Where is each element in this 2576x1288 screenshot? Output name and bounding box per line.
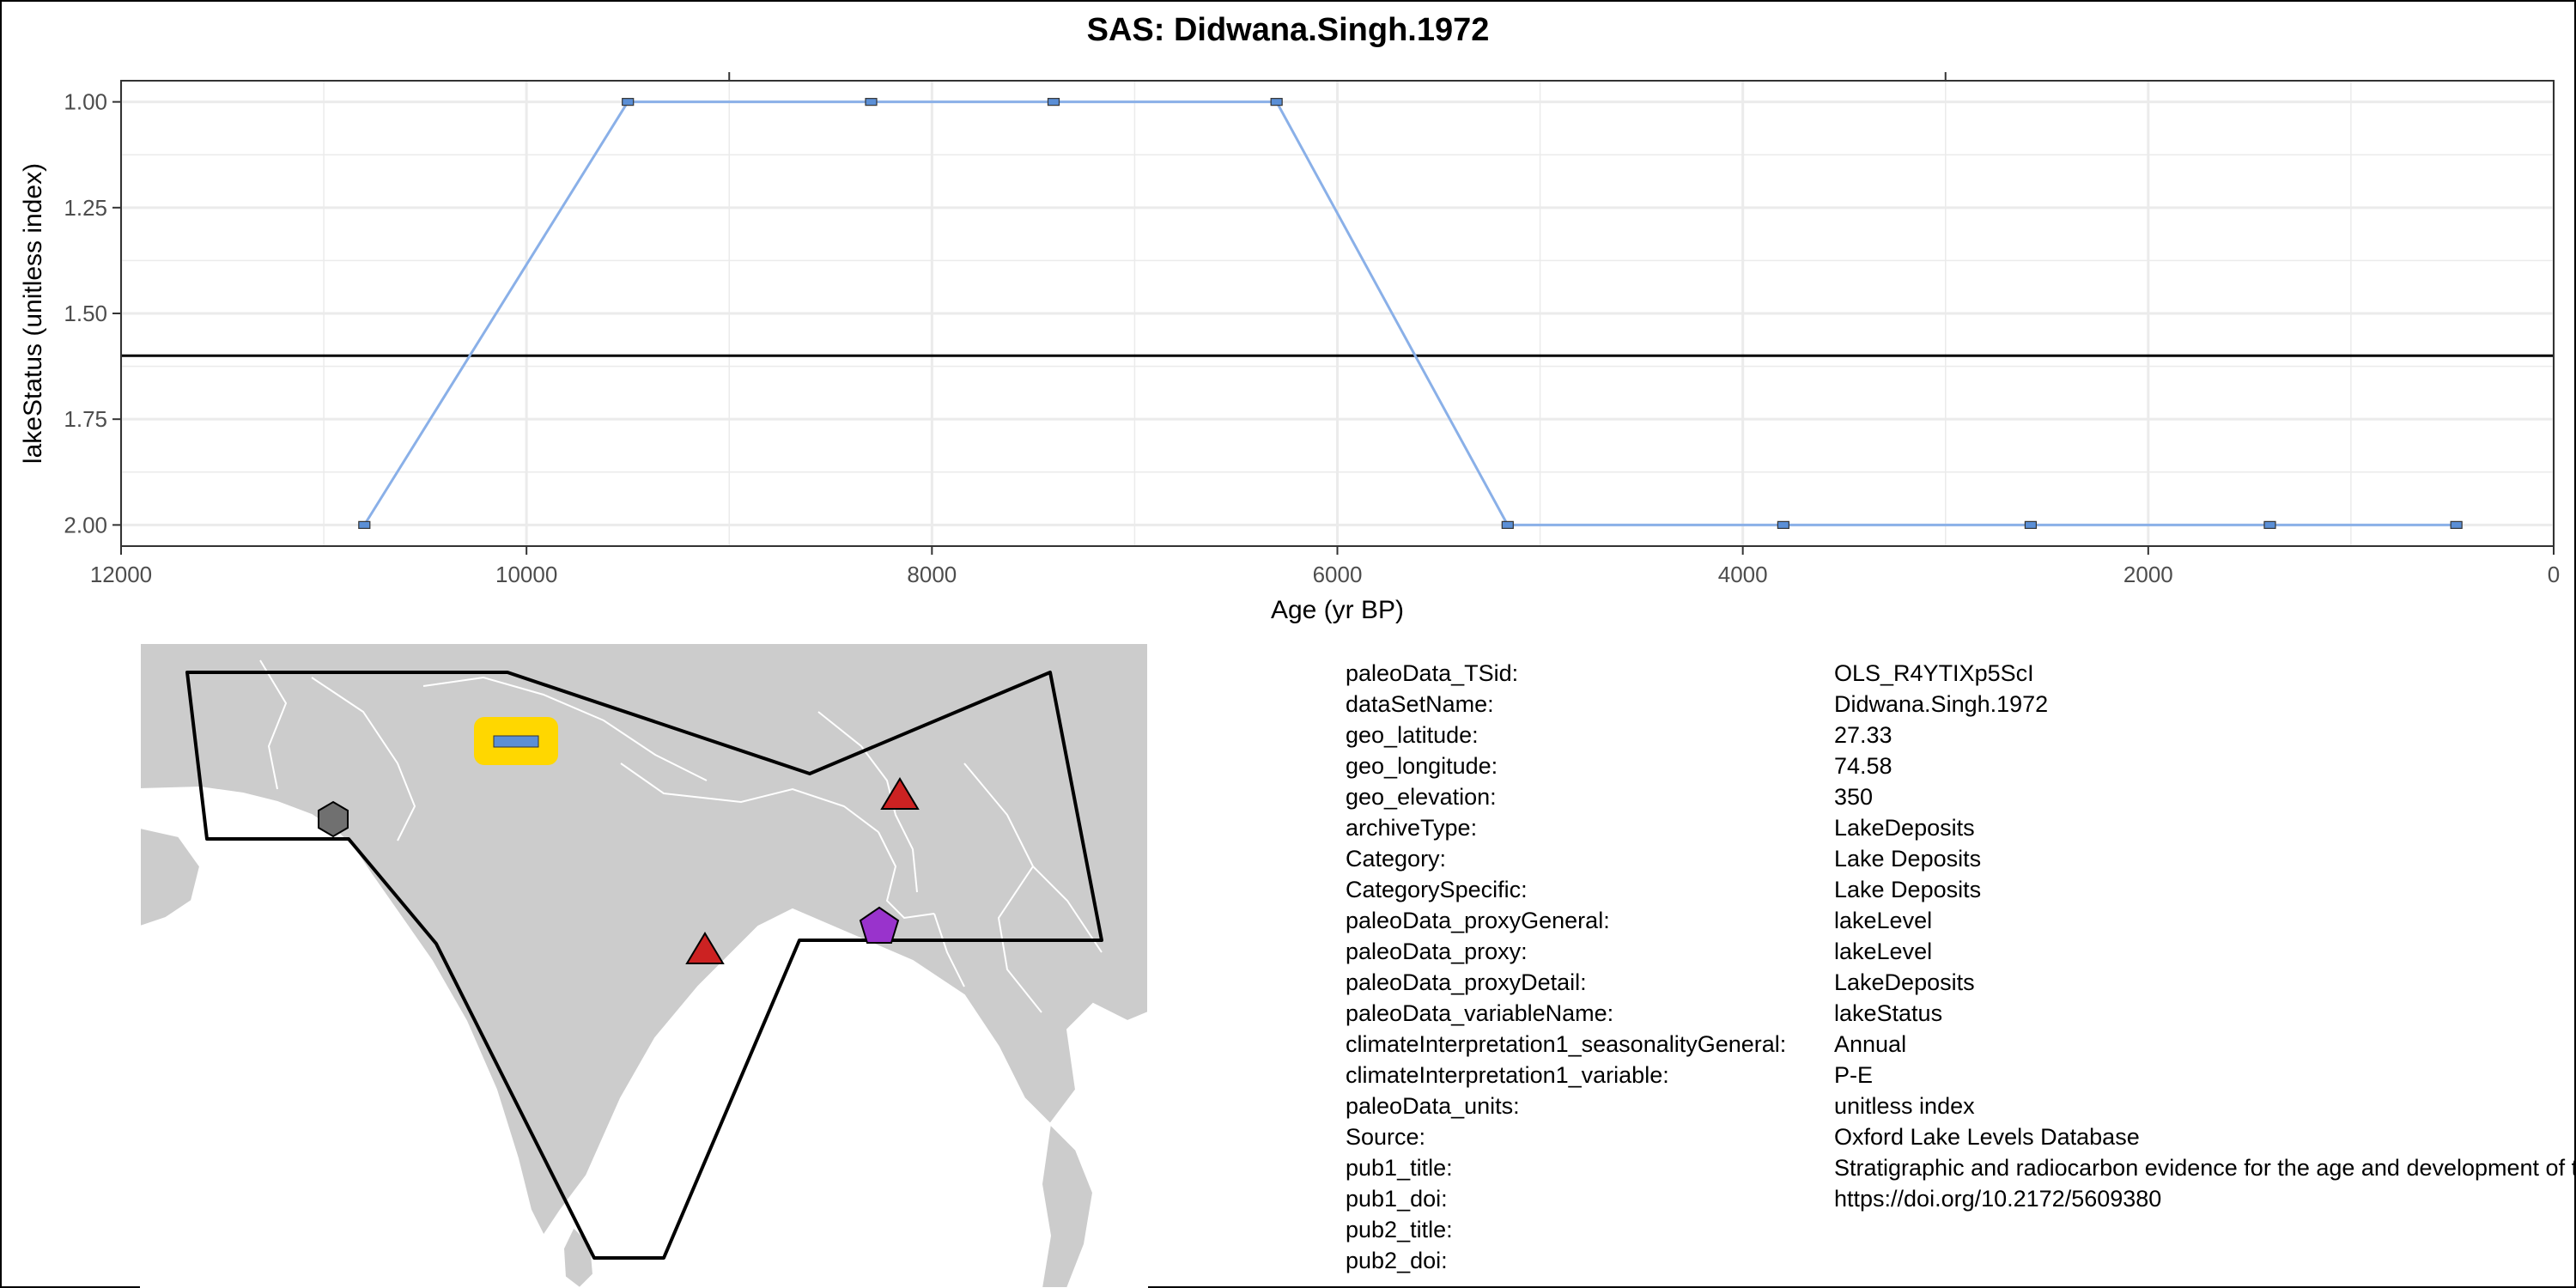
triangle-marker xyxy=(880,777,920,810)
data-point xyxy=(865,98,878,106)
site-map xyxy=(140,643,1148,1288)
pentagon-marker xyxy=(859,906,900,944)
metadata-row: pub1_doi: https://doi.org/10.2172/5609380 xyxy=(1346,1183,2576,1214)
triangle-marker xyxy=(685,932,725,964)
map-land-se-asia xyxy=(1040,1121,1095,1288)
metadata-key: geo_latitude: xyxy=(1346,722,1479,748)
metadata-row: geo_latitude: 27.33 xyxy=(1346,720,2576,750)
metadata-row: dataSetName: Didwana.Singh.1972 xyxy=(1346,689,2576,720)
data-point xyxy=(358,520,371,529)
data-point xyxy=(1270,98,1283,106)
metadata-key: Category: xyxy=(1346,846,1447,872)
metadata-row: paleoData_proxyGeneral: lakeLevel xyxy=(1346,905,2576,936)
chart-title: SAS: Didwana.Singh.1972 xyxy=(1086,12,1490,48)
metadata-key: archiveType: xyxy=(1346,815,1478,841)
map-land-africa xyxy=(140,826,202,928)
metadata-value: OLS_R4YTIXp5ScI xyxy=(1834,660,2034,686)
grid xyxy=(119,81,2555,546)
metadata-row: archiveType: LakeDeposits xyxy=(1346,812,2576,843)
x-tick-label: 0 xyxy=(2548,562,2560,587)
metadata-value: LakeDeposits xyxy=(1834,815,1975,841)
metadata-row: climateInterpretation1_variable: P-E xyxy=(1346,1060,2576,1091)
y-axis-label: lakeStatus (unitless index) xyxy=(19,163,47,464)
metadata-table: paleoData_TSid: OLS_R4YTIXp5ScI dataSetNam… xyxy=(1346,658,2576,1276)
chart-canvas: 12000 10000 8000 6000 4000 2000 0 1.00 1.25 1.50 1… xyxy=(19,72,2560,624)
x-tick-label: 4000 xyxy=(1718,562,1768,587)
metadata-value: lakeLevel xyxy=(1834,939,1933,964)
metadata-value: 350 xyxy=(1834,784,1874,810)
region-outline xyxy=(185,671,1103,1260)
metadata-key: pub2_title: xyxy=(1346,1217,1453,1242)
metadata-value: LakeDeposits xyxy=(1834,969,1975,995)
data-point xyxy=(622,98,635,106)
data-point xyxy=(1777,520,1789,529)
metadata-value: Oxford Lake Levels Database xyxy=(1834,1124,2140,1150)
metadata-key: Source: xyxy=(1346,1124,1426,1150)
site-marker xyxy=(474,717,558,765)
metadata-row: pub2_doi: xyxy=(1346,1245,2576,1276)
metadata-row: pub2_title: xyxy=(1346,1214,2576,1245)
metadata-row: Source: Oxford Lake Levels Database xyxy=(1346,1121,2576,1152)
metadata-value: lakeLevel xyxy=(1834,908,1933,933)
metadata-key: paleoData_units: xyxy=(1346,1093,1520,1119)
metadata-key: climateInterpretation1_variable: xyxy=(1346,1062,1669,1088)
metadata-row: paleoData_proxyDetail: LakeDeposits xyxy=(1346,967,2576,998)
metadata-value: unitless index xyxy=(1834,1093,1975,1119)
axes: 12000 10000 8000 6000 4000 2000 0 1.00 1.25 1.50 1… xyxy=(64,72,2560,587)
metadata-key: geo_elevation: xyxy=(1346,784,1497,810)
hexagon-marker xyxy=(318,800,349,838)
data-point xyxy=(2450,520,2463,529)
metadata-key: paleoData_proxyDetail: xyxy=(1346,969,1587,995)
metadata-key: pub2_doi: xyxy=(1346,1248,1448,1273)
metadata-row: Category: Lake Deposits xyxy=(1346,843,2576,874)
metadata-value: 74.58 xyxy=(1834,753,1893,779)
metadata-key: pub1_title: xyxy=(1346,1155,1453,1181)
y-tick-label: 1.00 xyxy=(64,89,107,115)
metadata-key: climateInterpretation1_seasonalityGenera… xyxy=(1346,1031,1787,1057)
metadata-key: dataSetName: xyxy=(1346,691,1494,717)
metadata-value: 27.33 xyxy=(1834,722,1893,748)
y-tick-label: 1.25 xyxy=(64,195,107,221)
metadata-value: Lake Deposits xyxy=(1834,846,1982,872)
series-line xyxy=(363,100,2457,526)
metadata-row: paleoData_proxy: lakeLevel xyxy=(1346,936,2576,967)
metadata-key: pub1_doi: xyxy=(1346,1186,1448,1212)
data-point xyxy=(2024,520,2038,529)
metadata-row: climateInterpretation1_seasonalityGenera… xyxy=(1346,1029,2576,1060)
metadata-value: Stratigraphic and radiocarbon evidence f… xyxy=(1834,1155,2576,1181)
metadata-key: paleoData_proxy: xyxy=(1346,939,1528,964)
metadata-row: CategorySpecific: Lake Deposits xyxy=(1346,874,2576,905)
y-tick-label: 1.50 xyxy=(64,301,107,326)
x-tick-label: 6000 xyxy=(1313,562,1363,587)
x-tick-label: 8000 xyxy=(907,562,957,587)
x-tick-label: 10000 xyxy=(495,562,557,587)
metadata-key: paleoData_proxyGeneral: xyxy=(1346,908,1610,933)
metadata-row: paleoData_variableName: lakeStatus xyxy=(1346,998,2576,1029)
x-tick-label: 2000 xyxy=(2123,562,2173,587)
metadata-row: geo_longitude: 74.58 xyxy=(1346,750,2576,781)
metadata-key: paleoData_variableName: xyxy=(1346,1000,1614,1026)
metadata-value: Annual xyxy=(1834,1031,1907,1057)
y-tick-label: 2.00 xyxy=(64,512,107,538)
data-point xyxy=(1047,98,1060,106)
metadata-value: lakeStatus xyxy=(1834,1000,1943,1026)
metadata-key: paleoData_TSid: xyxy=(1346,660,1519,686)
data-point xyxy=(1501,520,1514,529)
y-tick-label: 1.75 xyxy=(64,406,107,432)
metadata-value: https://doi.org/10.2172/5609380 xyxy=(1834,1186,2162,1212)
metadata-row: geo_elevation: 350 xyxy=(1346,781,2576,812)
x-axis-label: Age (yr BP) xyxy=(1271,596,1404,624)
metadata-value: Didwana.Singh.1972 xyxy=(1834,691,2049,717)
x-tick-label: 12000 xyxy=(90,562,152,587)
metadata-key: geo_longitude: xyxy=(1346,753,1498,779)
metadata-value: P-E xyxy=(1834,1062,1874,1088)
data-point xyxy=(2263,520,2276,529)
metadata-row: paleoData_TSid: OLS_R4YTIXp5ScI xyxy=(1346,658,2576,689)
metadata-value: Lake Deposits xyxy=(1834,877,1982,902)
metadata-key: CategorySpecific: xyxy=(1346,877,1528,902)
metadata-row: paleoData_units: unitless index xyxy=(1346,1091,2576,1121)
data-points xyxy=(358,98,2463,529)
metadata-row: pub1_title: Stratigraphic and radiocarbon… xyxy=(1346,1152,2576,1183)
